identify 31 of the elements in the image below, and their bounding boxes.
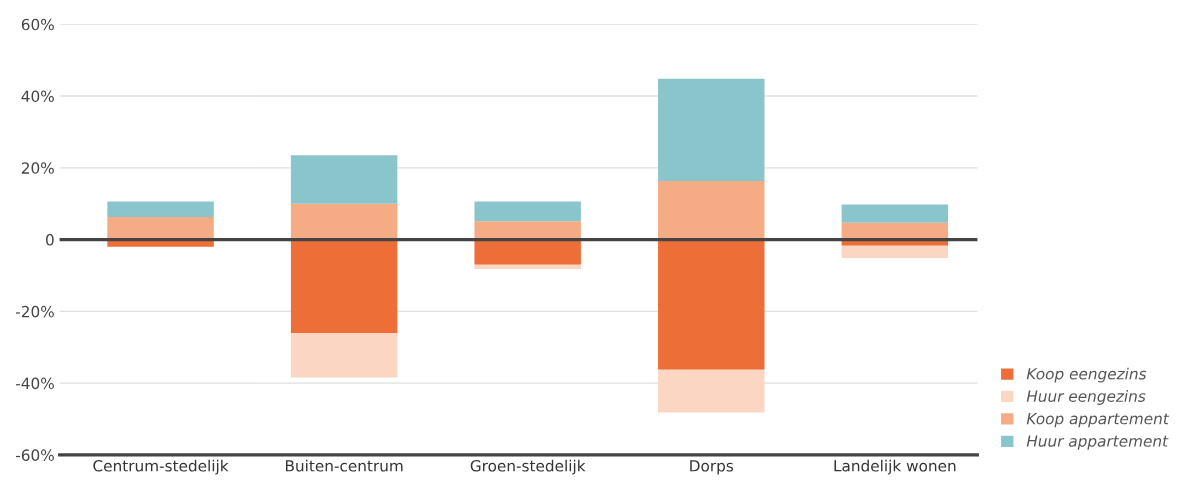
bar — [658, 181, 765, 240]
legend-label: Huur appartement — [1026, 435, 1169, 450]
y-tick-label: 20% — [21, 162, 54, 174]
y-tick-label: 0 — [46, 234, 54, 246]
x-tick-label: Landelijk wonen — [834, 459, 956, 475]
x-tick-label: Groen-stedelijk — [470, 459, 586, 475]
bar — [841, 245, 949, 258]
legend-label: Koop eengezins — [1026, 367, 1147, 383]
bar — [658, 369, 765, 413]
legend-label: Huur eengezins — [1026, 390, 1146, 405]
bar — [290, 203, 398, 240]
bar — [107, 216, 214, 240]
y-tick-label: -60% — [16, 449, 54, 461]
bar — [658, 239, 765, 370]
bar — [290, 155, 398, 204]
bar — [290, 239, 398, 333]
y-tick-label: -20% — [16, 305, 54, 318]
bar — [658, 78, 765, 182]
bar — [474, 201, 581, 222]
bar — [474, 239, 581, 265]
x-tick-label: Buiten-centrum — [285, 459, 403, 472]
x-tick-label: Dorps — [690, 460, 734, 475]
legend-label: Koop appartement — [1026, 413, 1170, 428]
bar — [107, 201, 214, 217]
x-tick-label: Centrum-stedelijk — [93, 459, 229, 475]
bar — [841, 204, 949, 223]
bar — [290, 332, 398, 378]
y-tick-label: 40% — [21, 90, 54, 103]
y-tick-label: -40% — [16, 377, 54, 390]
bar — [474, 264, 581, 270]
y-tick-label: 60% — [21, 18, 54, 31]
